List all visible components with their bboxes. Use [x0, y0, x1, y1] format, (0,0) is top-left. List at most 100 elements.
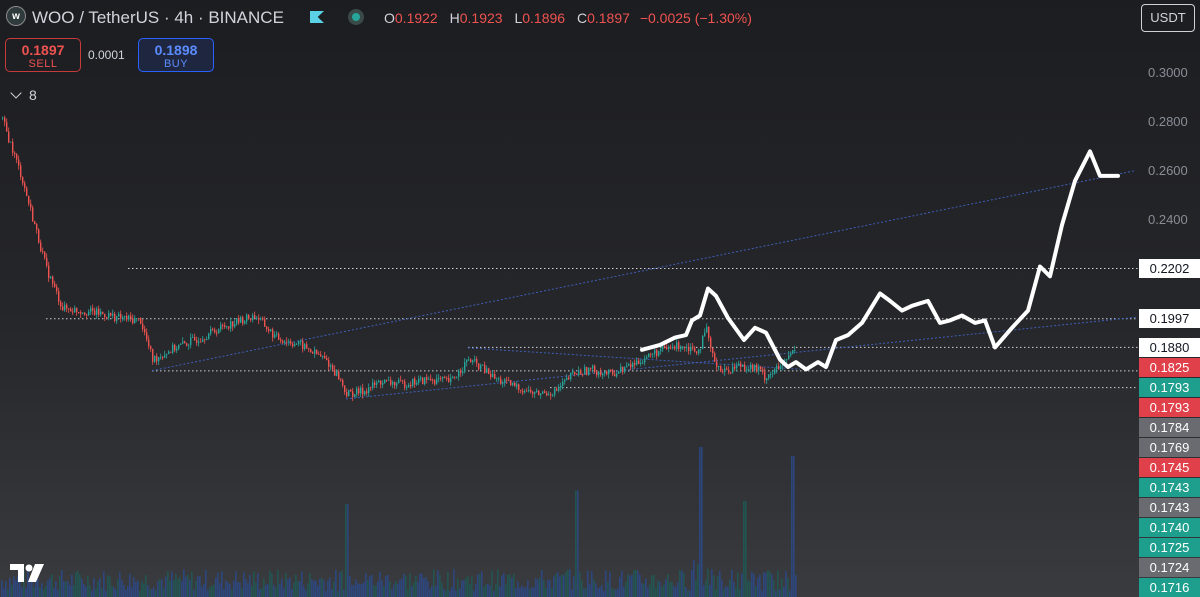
- candle-body: [374, 382, 376, 385]
- candle-body: [718, 365, 720, 368]
- volume-bar: [695, 580, 697, 597]
- volume-bar: [1, 580, 3, 597]
- volume-bar: [135, 582, 137, 597]
- candle-body: [200, 341, 202, 343]
- symbol-title[interactable]: WOO / TetherUS · 4h · BINANCE: [32, 8, 284, 27]
- volume-bar: [787, 577, 789, 597]
- volume-bar: [343, 589, 345, 597]
- tradingview-logo-icon[interactable]: [8, 560, 48, 586]
- candle-body: [198, 341, 200, 343]
- volume-bar: [275, 588, 277, 597]
- volume-bar: [651, 575, 653, 597]
- volume-bar: [507, 574, 509, 597]
- candle-body: [478, 363, 480, 370]
- volume-bar: [473, 590, 475, 597]
- candle-body: [134, 318, 136, 324]
- volume-bar: [683, 572, 685, 597]
- candle-body: [714, 353, 716, 362]
- volume-bar: [153, 586, 155, 597]
- volume-bar: [499, 586, 501, 597]
- volume-bar: [169, 580, 171, 597]
- high-value: 0.1923: [459, 10, 503, 26]
- volume-bar: [513, 573, 515, 597]
- volume-bar: [445, 590, 447, 597]
- volume-bar: [755, 586, 757, 597]
- volume-bar: [233, 580, 235, 597]
- volume-bar: [659, 581, 661, 597]
- candle-body: [56, 286, 58, 292]
- y-tick-label: 0.3000: [1148, 65, 1188, 80]
- currency-button[interactable]: USDT: [1141, 4, 1195, 32]
- candle-body: [152, 349, 154, 362]
- volume-bar: [673, 585, 675, 597]
- candle-body: [96, 308, 98, 315]
- candle-body: [660, 349, 662, 352]
- candle-body: [366, 391, 368, 394]
- volume-bar: [395, 581, 397, 597]
- candle-body: [66, 304, 68, 309]
- candle-body: [14, 152, 16, 155]
- candle-body: [736, 365, 738, 369]
- candle-body: [348, 389, 350, 397]
- volume-bar: [365, 573, 367, 597]
- candle-body: [210, 328, 212, 334]
- volume-bar: [139, 590, 141, 597]
- candle-body: [554, 389, 556, 395]
- volume-bar: [735, 587, 737, 597]
- candle-body: [184, 341, 186, 344]
- volume-bar: [347, 504, 349, 597]
- volume-bar: [259, 589, 261, 597]
- volume-bar: [565, 571, 567, 597]
- candle-body: [60, 301, 62, 307]
- buy-button[interactable]: 0.1898 BUY: [138, 38, 214, 72]
- volume-bar: [367, 579, 369, 597]
- indicators-toggle[interactable]: 8: [6, 84, 44, 106]
- change-value: −0.0025 (−1.30%): [639, 10, 752, 26]
- candle-body: [778, 365, 780, 369]
- candle-body: [772, 373, 774, 375]
- candle-body: [426, 377, 428, 380]
- candle-body: [432, 380, 434, 381]
- volume-bar: [485, 584, 487, 597]
- volume-bar: [419, 573, 421, 597]
- volume-bar: [581, 580, 583, 597]
- volume-bar: [623, 586, 625, 597]
- candle-body: [748, 369, 750, 370]
- volume-bar: [193, 589, 195, 597]
- candle-body: [354, 394, 356, 397]
- volume-bar: [561, 574, 563, 597]
- volume-bar: [387, 574, 389, 597]
- volume-bar: [85, 586, 87, 597]
- volume-bar: [207, 590, 209, 597]
- volume-bar: [503, 573, 505, 597]
- candle-body: [358, 388, 360, 394]
- volume-bar: [669, 582, 671, 597]
- volume-bar: [731, 569, 733, 597]
- volume-bar: [749, 581, 751, 597]
- candle-body: [40, 242, 42, 252]
- volume-bar: [87, 575, 89, 597]
- candle-body: [394, 381, 396, 386]
- volume-bar: [521, 585, 523, 597]
- volume-bar: [117, 579, 119, 597]
- volume-bar: [611, 587, 613, 597]
- sell-button[interactable]: 0.1897 SELL: [5, 38, 81, 72]
- volume-bar: [729, 579, 731, 597]
- candle-body: [544, 391, 546, 394]
- volume-bar: [53, 588, 55, 597]
- candle-body: [106, 317, 108, 319]
- candle-body: [720, 365, 722, 372]
- volume-bar: [3, 588, 5, 597]
- volume-bar: [621, 570, 623, 597]
- candle-body: [100, 311, 102, 315]
- candle-body: [24, 183, 26, 188]
- volume-bar: [119, 572, 121, 597]
- candle-body: [408, 384, 410, 388]
- flag-icon[interactable]: [310, 11, 324, 23]
- candle-body: [686, 347, 688, 348]
- price-tag: 0.1793: [1139, 397, 1200, 417]
- market-status-icon[interactable]: [348, 9, 364, 25]
- candle-body: [236, 318, 238, 324]
- volume-bar: [649, 584, 651, 597]
